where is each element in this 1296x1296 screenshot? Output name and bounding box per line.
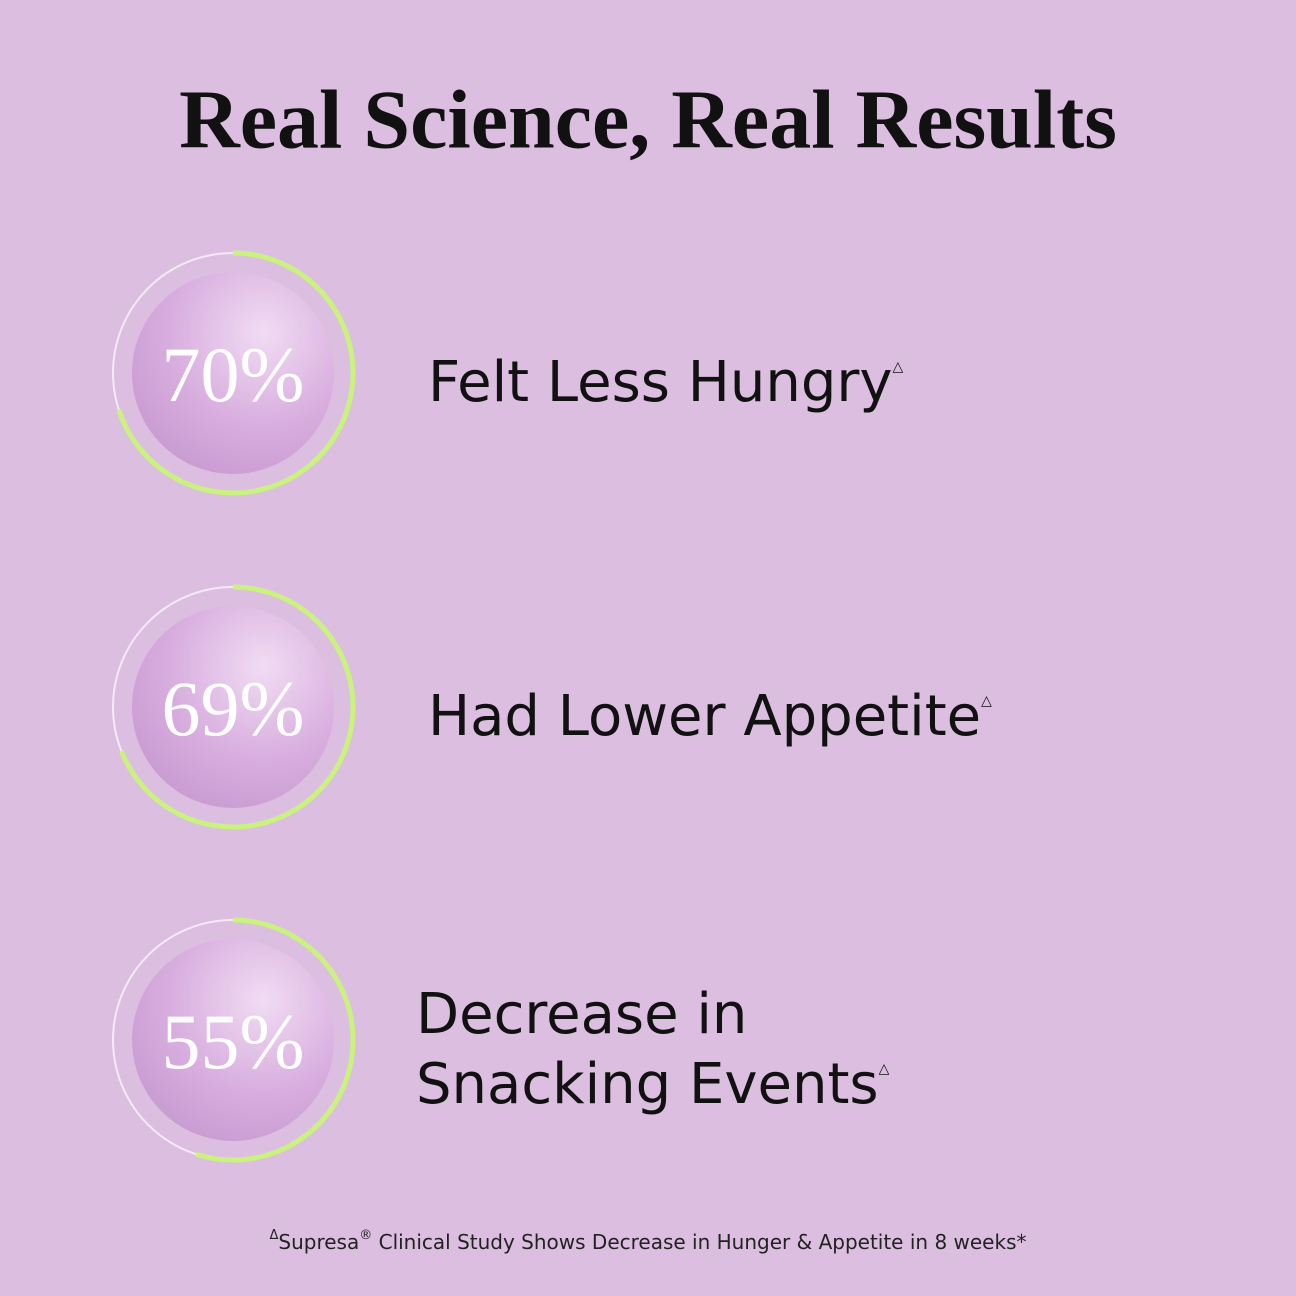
stat-value: 55%: [162, 998, 305, 1085]
footnote: ΔSupresa® Clinical Study Shows Decrease …: [270, 1228, 1027, 1254]
footnote-text: Clinical Study Shows Decrease in Hunger …: [372, 1230, 1026, 1254]
footnote-mark: Δ: [270, 1228, 279, 1243]
stat-value: 70%: [162, 331, 305, 418]
stat-mark: △: [879, 1061, 890, 1077]
stat-label: Decrease in Snacking Events△: [416, 982, 890, 1117]
stat-label-line: Decrease in: [416, 982, 747, 1047]
stat-label: Felt Less Hungry△: [428, 350, 904, 415]
footnote-reg: ®: [359, 1228, 372, 1243]
ring-progress: [110, 250, 356, 496]
ring-inner: [132, 272, 334, 474]
stat-value: 69%: [162, 665, 305, 752]
stat-label-line: Snacking Events: [416, 1052, 879, 1117]
stat-label-line: Felt Less Hungry: [428, 350, 893, 415]
stat-mark: △: [981, 693, 992, 709]
ring-inner: [132, 939, 334, 1141]
stat-label-line: Had Lower Appetite: [428, 684, 981, 749]
ring-progress: [110, 584, 356, 830]
footnote-brand: Supresa: [278, 1230, 359, 1254]
title: Real Science, Real Results: [179, 73, 1117, 166]
stat-mark: △: [893, 359, 904, 375]
stat-label: Had Lower Appetite△: [428, 684, 992, 749]
ring-inner: [132, 606, 334, 808]
ring-progress: [110, 917, 356, 1163]
